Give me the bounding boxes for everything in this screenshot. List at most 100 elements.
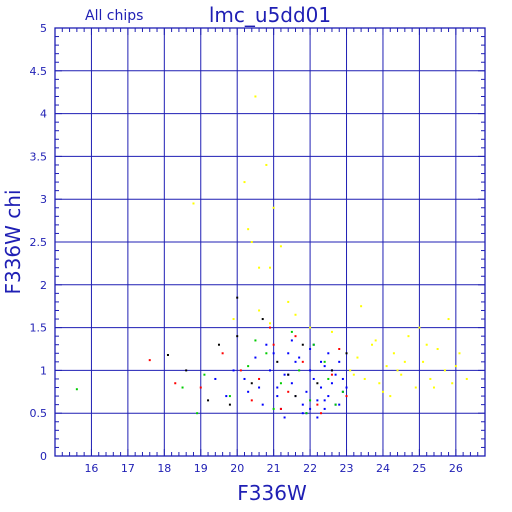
data-point <box>258 377 261 380</box>
data-point <box>265 352 268 355</box>
data-point <box>174 382 177 385</box>
data-point <box>269 266 271 269</box>
data-point <box>254 95 257 98</box>
data-point <box>309 399 312 402</box>
data-point <box>269 322 271 325</box>
data-point <box>294 360 297 363</box>
data-point <box>254 356 257 359</box>
x-tick-label: 26 <box>449 462 463 475</box>
data-point <box>389 395 392 398</box>
data-point <box>338 348 341 350</box>
data-point <box>323 360 326 363</box>
data-point <box>414 386 417 389</box>
data-point <box>203 373 206 376</box>
data-point <box>276 360 279 363</box>
data-point <box>301 403 304 406</box>
data-point <box>330 369 333 372</box>
data-point <box>341 377 344 380</box>
data-point <box>228 403 231 406</box>
data-point <box>407 335 410 338</box>
data-point <box>345 386 348 389</box>
data-point <box>403 360 406 363</box>
chart-subtitle: All chips <box>85 8 143 24</box>
y-tick-label: 2 <box>40 279 47 292</box>
data-point <box>327 395 330 398</box>
data-point <box>425 343 428 346</box>
data-point <box>294 395 297 398</box>
data-point <box>239 369 242 372</box>
data-point <box>290 382 293 385</box>
data-point <box>298 369 301 372</box>
data-point <box>301 360 304 363</box>
data-point <box>371 343 374 346</box>
data-point <box>330 373 333 376</box>
data-point <box>432 386 435 389</box>
x-tick-label: 18 <box>157 462 171 475</box>
data-point <box>309 326 312 329</box>
data-point <box>250 399 253 402</box>
data-point <box>305 390 308 393</box>
y-tick-label: 2.5 <box>30 236 48 249</box>
data-point <box>316 399 319 402</box>
data-point <box>276 386 279 389</box>
data-point <box>232 369 235 372</box>
data-point <box>334 403 337 406</box>
x-tick-label: 21 <box>267 462 281 475</box>
x-tick-label: 20 <box>230 462 244 475</box>
data-point <box>232 318 235 321</box>
data-point <box>279 407 282 410</box>
data-point <box>298 356 301 359</box>
x-tick-labels: 16 17 18 19 20 21 22 23 24 25 26 <box>84 462 462 475</box>
data-point <box>301 343 304 346</box>
data-point <box>418 326 421 329</box>
data-point <box>330 382 333 385</box>
data-point <box>236 335 239 338</box>
data-point <box>290 330 293 333</box>
data-point <box>458 352 461 355</box>
data-point <box>290 339 293 342</box>
data-point <box>327 377 330 380</box>
x-tick-label: 23 <box>340 462 354 475</box>
data-point <box>265 343 268 346</box>
y-tick-label: 4 <box>40 108 47 121</box>
data-point <box>228 395 231 398</box>
data-point <box>396 369 399 372</box>
data-point <box>272 206 275 209</box>
data-point <box>360 305 363 308</box>
y-tick-label: 5 <box>40 22 47 35</box>
data-point <box>363 377 366 380</box>
data-point <box>221 352 224 355</box>
data-point <box>294 313 297 316</box>
data-point <box>276 395 279 398</box>
data-point <box>250 241 253 243</box>
data-point <box>338 360 341 363</box>
data-point <box>283 416 286 419</box>
data-point <box>316 416 319 419</box>
data-point <box>250 382 253 385</box>
y-tick-label: 4.5 <box>30 65 48 78</box>
data-point <box>320 386 323 389</box>
data-point <box>269 369 271 372</box>
data-point <box>236 296 239 299</box>
data-point <box>338 403 341 406</box>
chart-title: lmc_u5dd01 <box>209 3 331 27</box>
data-point <box>323 407 326 410</box>
x-tick-label: 17 <box>121 462 135 475</box>
y-axis-label: F336W chi <box>1 189 25 294</box>
data-point <box>349 369 352 372</box>
data-point <box>312 377 315 380</box>
data-point <box>254 339 257 342</box>
data-point <box>214 377 217 380</box>
data-point <box>207 399 210 402</box>
data-point <box>381 390 384 393</box>
data-point <box>247 228 250 231</box>
data-point <box>287 352 290 355</box>
data-point <box>400 373 403 376</box>
data-point <box>272 407 275 410</box>
data-point <box>279 382 282 385</box>
x-axis-label: F336W <box>237 481 307 505</box>
data-point <box>258 386 261 389</box>
data-point <box>287 373 290 376</box>
x-tick-label: 25 <box>412 462 426 475</box>
